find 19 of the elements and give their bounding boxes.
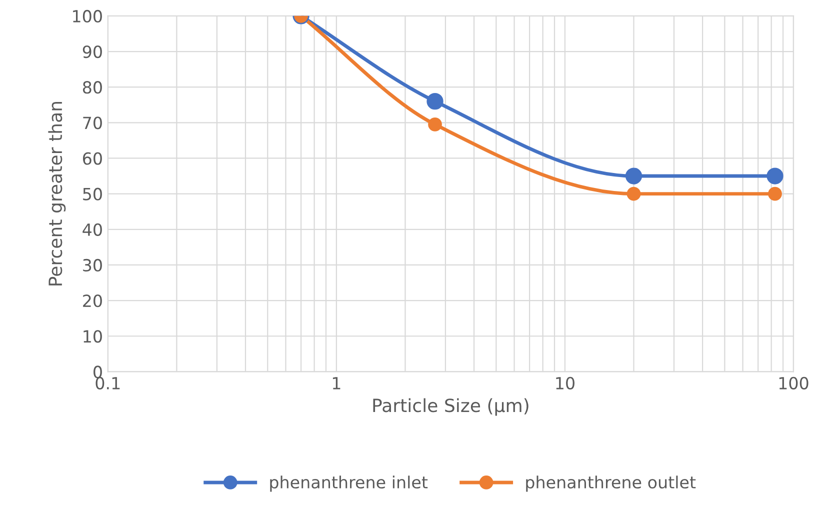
y-tick-label: 80: [82, 81, 102, 94]
y-tick-label: 90: [82, 45, 102, 58]
x-tick-label: 100: [779, 376, 808, 390]
legend-label: phenanthrene inlet: [270, 476, 428, 492]
y-axis-title: Percent greater than: [48, 102, 66, 286]
x-axis-title: Particle Size (µm): [373, 398, 528, 416]
y-tick-label: 40: [82, 223, 102, 236]
y-tick-label: 50: [83, 188, 102, 200]
y-tick-label: 30: [83, 258, 102, 272]
y-tick-label: 100: [73, 10, 102, 22]
legend-label: phenanthrene outlet: [526, 476, 696, 492]
y-tick-label: 10: [84, 330, 102, 343]
y-tick-label: 0: [94, 366, 102, 378]
x-tick-label: 10: [556, 376, 574, 390]
y-tick-label: 20: [83, 294, 102, 308]
y-tick-label: 70: [83, 116, 102, 130]
x-tick-label: 0.1: [96, 376, 120, 390]
x-tick-label: 1: [332, 377, 340, 390]
y-tick-label: 60: [82, 152, 102, 165]
